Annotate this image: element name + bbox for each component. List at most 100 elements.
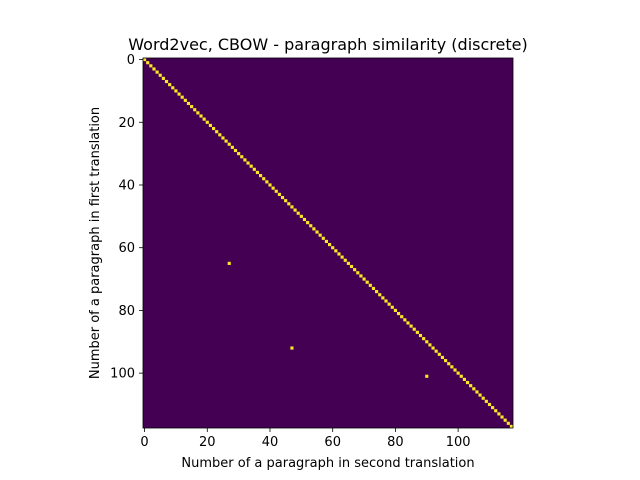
heatmap-cell xyxy=(484,399,488,403)
heatmap-cell xyxy=(362,277,366,281)
heatmap-cell xyxy=(299,214,303,218)
heatmap-cell xyxy=(450,365,454,369)
heatmap-cell xyxy=(465,380,470,385)
x-axis: 0 20 40 60 80 100 xyxy=(140,428,471,450)
heatmap-cell xyxy=(434,349,438,353)
heatmap-cell xyxy=(346,261,350,265)
heatmap-cell xyxy=(193,108,197,112)
heatmap-cell xyxy=(472,387,476,391)
heatmap-cell xyxy=(174,89,178,93)
heatmap-cell xyxy=(262,177,266,181)
heatmap-cell xyxy=(302,217,307,222)
heatmap-cell xyxy=(356,271,360,275)
heatmap-cell xyxy=(343,258,347,262)
heatmap-cell xyxy=(180,95,184,99)
heatmap-cell xyxy=(384,299,388,303)
heatmap-cell xyxy=(415,330,419,334)
x-tick-label: 0 xyxy=(140,435,148,450)
x-tick-label: 20 xyxy=(199,435,216,450)
heatmap-cell xyxy=(349,264,354,269)
x-tick-label: 40 xyxy=(262,435,279,450)
heatmap-cell xyxy=(359,274,363,278)
heatmap-cell xyxy=(143,58,147,62)
heatmap-cell xyxy=(205,120,209,124)
x-tick-label: 100 xyxy=(446,435,471,450)
heatmap-cell xyxy=(215,130,219,134)
heatmap-cell xyxy=(259,174,263,178)
heatmap-cell xyxy=(252,167,256,171)
heatmap-cell xyxy=(459,374,463,378)
heatmap-cell xyxy=(265,180,269,184)
heatmap-cell xyxy=(418,333,423,338)
chart-title: Word2vec, CBOW - paragraph similarity (d… xyxy=(128,35,527,54)
heatmap-cell xyxy=(390,305,394,309)
heatmap-cell xyxy=(271,186,275,190)
heatmap-cell xyxy=(199,114,203,118)
heatmap-cell xyxy=(155,70,159,74)
heatmap-cell xyxy=(171,86,175,90)
heatmap-cell xyxy=(425,340,429,344)
heatmap-cell xyxy=(509,424,513,428)
heatmap-cell xyxy=(168,83,172,87)
heatmap-cell xyxy=(353,268,357,272)
heatmap-cell xyxy=(221,136,225,140)
heatmap-cell xyxy=(444,359,448,363)
heatmap-cell xyxy=(246,161,250,165)
heatmap-cell xyxy=(321,236,325,240)
heatmap-cell xyxy=(497,412,501,416)
heatmap-cell xyxy=(387,302,391,306)
heatmap-cell xyxy=(371,286,376,291)
heatmap-cell xyxy=(290,205,294,209)
x-axis-label: Number of a paragraph in second translat… xyxy=(181,456,474,471)
y-tick-label: 20 xyxy=(118,116,135,131)
heatmap-cell xyxy=(158,73,162,77)
heatmap-cell xyxy=(447,362,451,366)
heatmap-cell xyxy=(475,390,479,394)
heatmap-cell xyxy=(186,101,191,106)
x-tick-label: 60 xyxy=(324,435,341,450)
heatmap-cell xyxy=(287,202,291,206)
heatmap-cell xyxy=(422,337,426,341)
heatmap-cell xyxy=(227,261,231,265)
heatmap-cell xyxy=(309,224,313,228)
heatmap-cell xyxy=(500,415,504,419)
heatmap-cell xyxy=(491,406,495,410)
y-tick-label: 0 xyxy=(127,53,135,68)
heatmap-cell xyxy=(456,371,460,375)
heatmap-cell xyxy=(312,227,316,231)
heatmap-cell xyxy=(396,311,401,316)
heatmap-cell xyxy=(337,252,341,256)
x-tick-label: 80 xyxy=(387,435,404,450)
heatmap-cell xyxy=(230,145,234,149)
heatmap-cell xyxy=(146,61,150,65)
heatmap-cell xyxy=(293,208,297,212)
y-axis: 0 20 40 60 80 100 xyxy=(110,53,143,382)
heatmap-cell xyxy=(211,126,216,131)
heatmap-cell xyxy=(462,377,466,381)
heatmap-cell xyxy=(412,327,416,331)
heatmap-cell xyxy=(440,355,445,360)
heatmap-cell xyxy=(481,396,485,400)
heatmap-cell xyxy=(208,123,212,127)
heatmap-cell xyxy=(406,321,410,325)
heatmap-cell xyxy=(152,67,156,71)
heatmap-cell xyxy=(403,318,407,322)
heatmap-cell xyxy=(177,92,181,96)
heatmap-cell xyxy=(425,374,429,378)
heatmap-cell xyxy=(196,111,200,115)
heatmap-cell xyxy=(277,192,281,196)
heatmap-cell xyxy=(503,418,507,422)
heatmap-cell xyxy=(190,105,194,109)
heatmap-cell xyxy=(469,384,473,388)
heatmap-cell xyxy=(224,139,228,143)
heatmap-cell xyxy=(393,308,397,312)
y-tick-label: 60 xyxy=(118,241,135,256)
heatmap-cell xyxy=(494,409,498,413)
y-tick-label: 80 xyxy=(118,304,135,319)
heatmap-cell xyxy=(378,293,382,297)
heatmap-cell xyxy=(202,117,206,121)
heatmap-cell xyxy=(478,393,482,397)
heatmap-cell xyxy=(296,211,300,215)
y-tick-label: 40 xyxy=(118,178,135,193)
